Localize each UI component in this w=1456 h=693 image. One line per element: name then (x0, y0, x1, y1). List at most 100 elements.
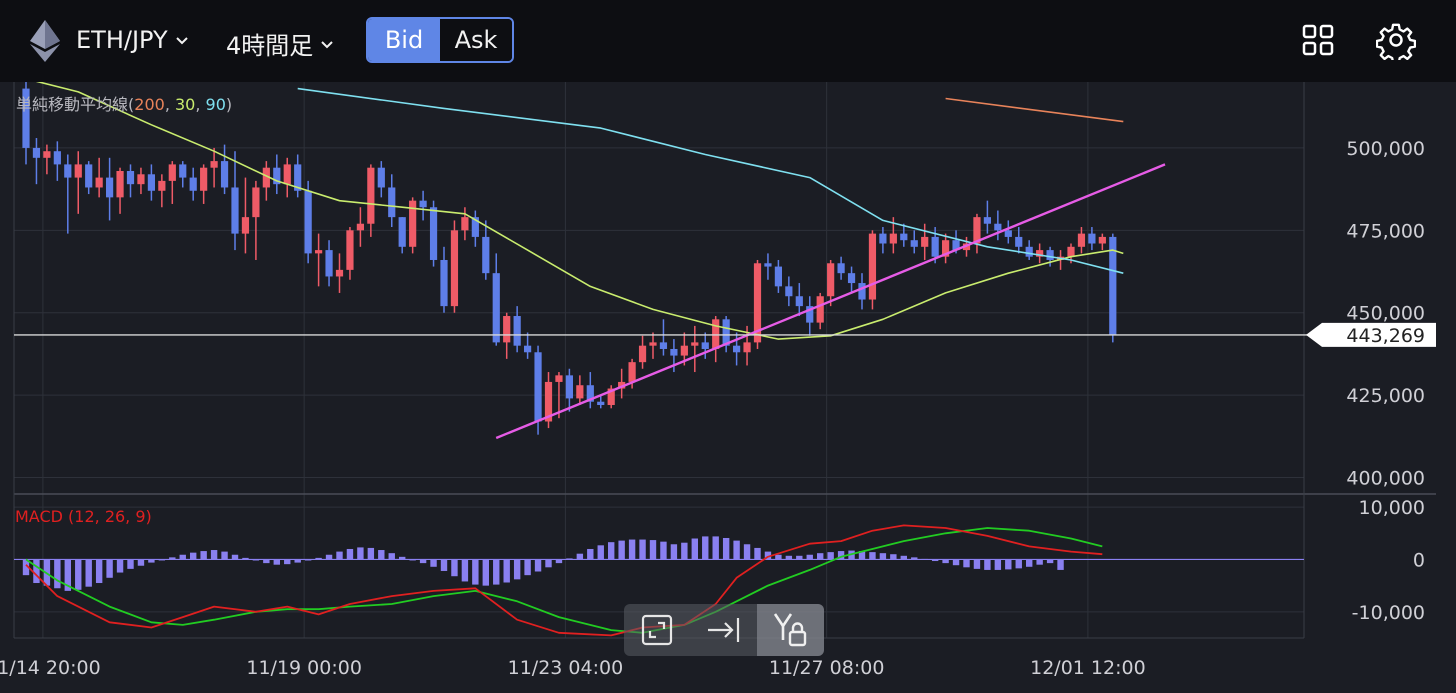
pair-selector[interactable]: ETH/JPY (76, 26, 190, 54)
y-axis-lock-button[interactable] (757, 604, 824, 656)
macd-histogram-bar (911, 557, 918, 560)
candle-body (64, 164, 72, 178)
candle-body (868, 233, 877, 300)
macd-histogram-bar (388, 553, 395, 560)
candle-body (921, 236, 929, 247)
macd-histogram-bar (221, 551, 228, 560)
chart-area[interactable]: 11/14 20:00 11/19 00:00 11/23 04:00 11/27 0… (0, 82, 1456, 693)
macd-title: MACD (12, 26, 9) (15, 507, 152, 526)
macd-histogram-bar (670, 544, 678, 560)
sma30-line (35, 82, 1124, 340)
candle-body (262, 167, 270, 188)
macd-histogram-bar (764, 551, 772, 560)
candle-body (388, 187, 396, 218)
candle-body (116, 170, 124, 198)
candle-body (210, 161, 218, 168)
candle-body (346, 230, 354, 270)
macd-histogram-bar (796, 555, 803, 560)
candle-body (304, 190, 312, 254)
candle-body (377, 167, 385, 188)
macd-histogram-bar (608, 542, 615, 560)
candles (22, 82, 1117, 435)
top-bar: ETH/JPY 4時間足 Bid Ask (0, 0, 1456, 82)
macd-histogram-bar (179, 554, 186, 560)
candle-body (335, 269, 344, 277)
macd-histogram-bar (242, 557, 249, 560)
candle-body (252, 187, 260, 218)
candle-body (785, 286, 793, 297)
candle-body (74, 164, 82, 178)
interval-selector[interactable]: 4時間足 (226, 26, 335, 61)
macd-histogram-bar (555, 559, 563, 564)
candle-body (503, 316, 511, 343)
candle-body (555, 375, 563, 382)
macd-histogram-bar (869, 552, 876, 560)
bid-button[interactable]: Bid (368, 19, 440, 61)
macd-histogram-bar (733, 540, 740, 560)
macd-histogram-bar (576, 553, 584, 560)
macd-histogram-bar (858, 551, 866, 560)
candle-body (628, 362, 636, 382)
candle-body (795, 296, 803, 307)
candle-body (409, 200, 417, 247)
candle-body (1098, 236, 1106, 244)
macd-histogram-bar (1005, 559, 1012, 570)
candle-body (712, 319, 720, 349)
macd-histogram-bar (493, 559, 500, 585)
y-tick-label: 450,000 (1346, 303, 1425, 325)
candle-body (1109, 236, 1117, 335)
macd-histogram-bar (628, 539, 636, 560)
candle-body (618, 381, 626, 389)
macd-histogram-bar (827, 552, 834, 560)
candle-body (659, 342, 668, 349)
macd-histogram-bar (545, 559, 552, 568)
macd-histogram-bar (95, 559, 103, 584)
macd-histogram-bar (169, 557, 176, 560)
gear-icon[interactable] (1376, 20, 1416, 60)
macd-histogram-bar (618, 540, 625, 560)
candle-body (106, 177, 114, 198)
macd-histogram-bar (524, 559, 531, 576)
macd-histogram-bar (64, 559, 71, 591)
macd-histogram-bar (587, 548, 594, 560)
scroll-to-latest-button[interactable] (691, 604, 758, 656)
candle-body (179, 164, 187, 178)
candle-body (680, 345, 688, 356)
candle-body (889, 233, 897, 244)
sma200-line (945, 97, 1124, 123)
macd-histogram-bar (22, 559, 30, 576)
ethereum-logo-icon (30, 20, 60, 62)
candle-body (743, 342, 751, 353)
macd-histogram-bar (85, 559, 92, 587)
fullscreen-icon (642, 614, 673, 646)
macd-histogram-bar (116, 559, 124, 573)
candle-body (994, 223, 1002, 231)
x-tick-label: 11/23 04:00 (508, 657, 624, 679)
x-tick-label: 11/27 08:00 (769, 657, 885, 679)
interval-label: 4時間足 (226, 32, 314, 60)
macd-histogram-bar (660, 541, 667, 560)
fullscreen-button[interactable] (624, 604, 691, 656)
bid-ask-toggle: Bid Ask (366, 17, 514, 63)
macd-histogram-bar (503, 559, 510, 583)
ask-button[interactable]: Ask (440, 19, 512, 61)
candle-body (952, 240, 960, 251)
pair-label: ETH/JPY (76, 26, 168, 54)
candle-body (450, 230, 459, 307)
candle-body (670, 348, 678, 356)
macd-histogram-bar (785, 555, 793, 560)
candle-body (32, 147, 41, 158)
candle-body (241, 217, 250, 234)
current-price-tag (1306, 322, 1436, 347)
macd-histogram-bar (1057, 559, 1064, 570)
candle-body (544, 381, 553, 422)
candle-body (733, 345, 741, 353)
candle-body (168, 164, 176, 181)
candle-body (220, 161, 229, 188)
macd-histogram-bar (1026, 559, 1033, 567)
candle-body (524, 345, 532, 353)
macd-histogram-bar (817, 553, 824, 560)
candle-body (900, 233, 908, 241)
candle-body (429, 207, 438, 260)
grid-layout-icon[interactable] (1298, 20, 1338, 60)
